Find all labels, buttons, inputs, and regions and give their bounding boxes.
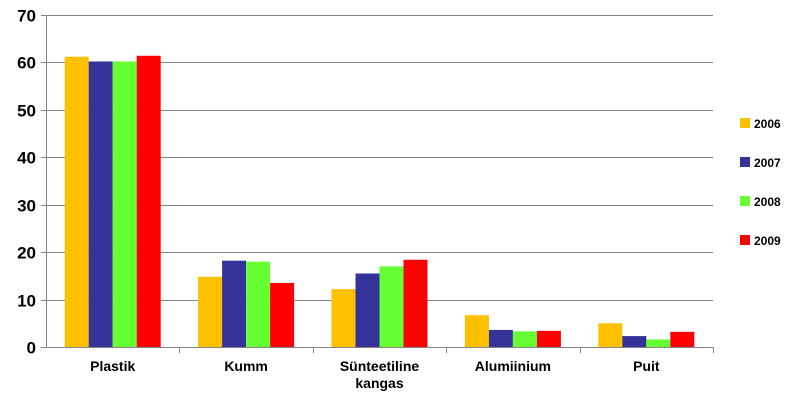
legend-label-2009: 2009: [754, 234, 781, 248]
bar-2008-1: [246, 261, 271, 347]
y-tick-label: 10: [17, 292, 36, 311]
bar-2008-2: [379, 266, 404, 347]
y-tick-label: 50: [17, 102, 36, 121]
bar-2009-1: [270, 282, 295, 347]
bar-2009-2: [403, 259, 428, 347]
y-tick-labels: 0 10 20 30 40 50 60 70: [17, 7, 36, 358]
bar-2006-4: [598, 323, 623, 347]
bar-2009-3: [536, 330, 561, 347]
bar-2008-0: [112, 61, 137, 347]
bar-2006-2: [331, 289, 356, 347]
bar-2009-4: [670, 331, 695, 347]
legend-swatch-2009: [740, 235, 750, 245]
bar-2007-3: [488, 329, 513, 347]
y-tick-label: 30: [17, 197, 36, 216]
bar-2006-0: [64, 56, 89, 347]
bar-2007-1: [222, 260, 247, 347]
bar-2008-3: [512, 331, 537, 347]
legend-swatch-2006: [740, 118, 750, 128]
x-tick-label: Kumm: [224, 358, 268, 374]
y-tick-label: 40: [17, 149, 36, 168]
legend-label-2006: 2006: [754, 117, 781, 131]
legend-label-2007: 2007: [754, 156, 781, 170]
bar-2008-4: [646, 339, 671, 347]
x-tick-label: Sünteetiline kangas: [340, 358, 420, 391]
x-tick-labels: Plastik Kumm Sünteetiline kangas Alumiinium P…: [90, 358, 660, 391]
bars: [64, 55, 695, 347]
bar-2007-0: [88, 61, 113, 347]
bar-2007-4: [622, 336, 647, 347]
legend-swatch-2008: [740, 196, 750, 206]
y-tick-label: 70: [17, 7, 36, 26]
axes: [41, 15, 714, 353]
y-tick-label: 60: [17, 54, 36, 73]
bar-2006-3: [464, 315, 489, 347]
x-tick-label: Plastik: [90, 358, 135, 374]
bar-2007-2: [355, 273, 380, 347]
legend-label-2008: 2008: [754, 195, 781, 209]
x-tick-label: Alumiinium: [475, 358, 551, 374]
legend: 2006 2007 2008 2009: [740, 117, 781, 248]
legend-swatch-2007: [740, 157, 750, 167]
bar-2009-0: [136, 55, 161, 347]
y-tick-label: 20: [17, 244, 36, 263]
x-tick-label: Puit: [633, 358, 660, 374]
bar-2006-1: [198, 276, 223, 347]
y-tick-label: 0: [27, 339, 36, 358]
